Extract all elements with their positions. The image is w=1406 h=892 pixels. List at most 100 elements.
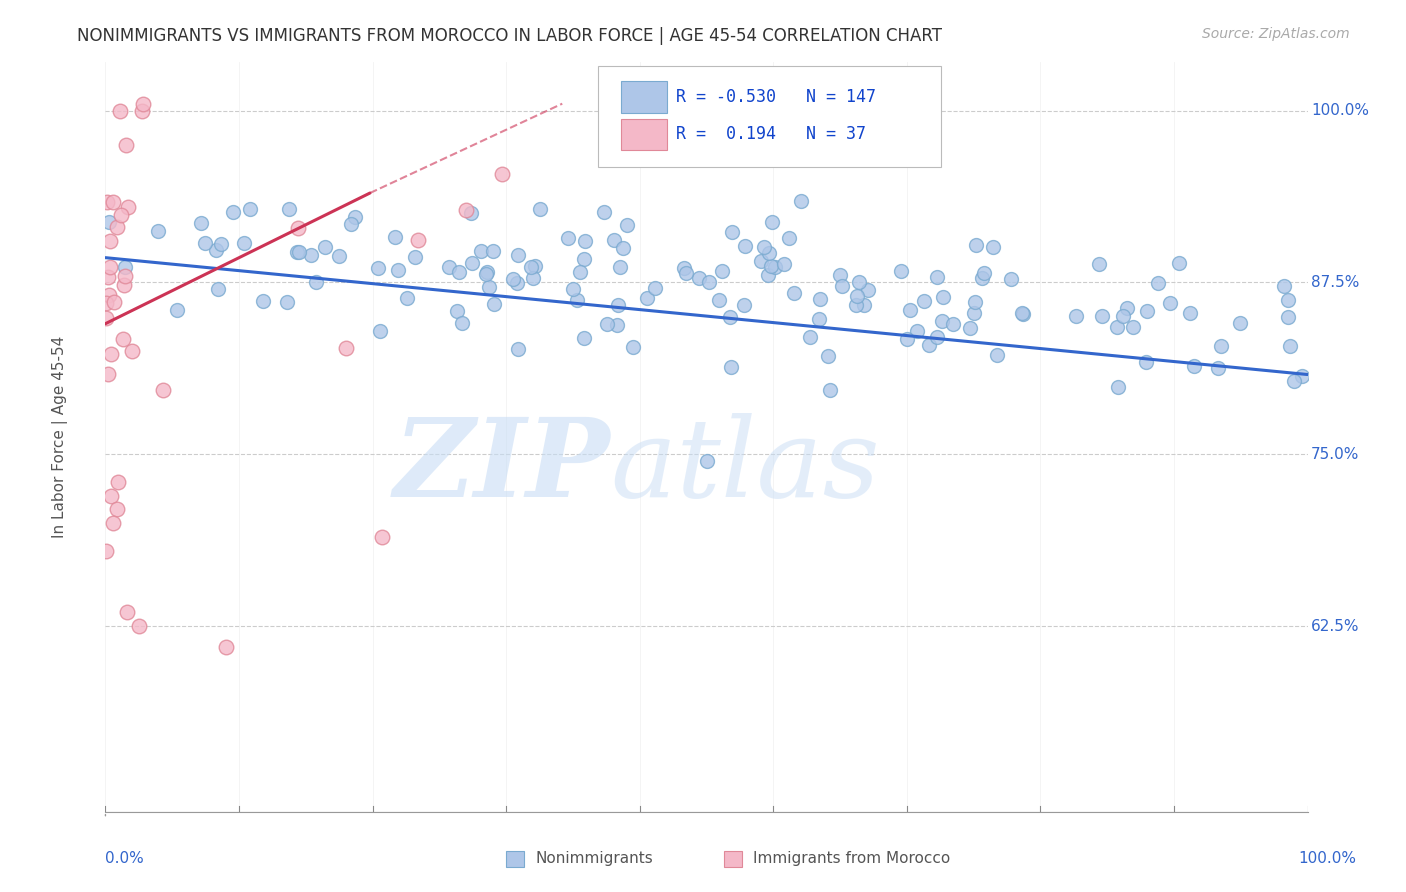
Point: [524, 259, 547, 273]
Point: [817, 349, 839, 363]
Point: [1064, 309, 1087, 323]
Point: [1107, 319, 1129, 334]
Point: [925, 330, 948, 344]
Bar: [621, 81, 666, 112]
Point: [621, 340, 644, 354]
Point: [782, 285, 804, 300]
Point: [778, 231, 800, 245]
Text: Nonimmigrants: Nonimmigrants: [536, 852, 652, 866]
Point: [981, 240, 1004, 254]
Point: [110, 209, 132, 223]
Point: [98, 260, 121, 275]
Point: [287, 220, 309, 235]
Point: [470, 244, 492, 258]
Point: [721, 226, 744, 240]
Point: [970, 270, 993, 285]
Point: [194, 235, 217, 250]
Point: [918, 338, 941, 352]
Point: [845, 289, 868, 303]
Point: [475, 267, 498, 281]
Point: [759, 260, 782, 274]
Text: 100.0%: 100.0%: [1299, 852, 1357, 866]
Point: [460, 206, 482, 220]
Point: [1107, 380, 1129, 394]
Point: [1209, 339, 1232, 353]
Point: [574, 234, 596, 248]
Text: atlas: atlas: [610, 413, 880, 521]
Point: [1206, 361, 1229, 376]
Point: [612, 241, 634, 255]
Point: [107, 475, 129, 489]
Point: [114, 260, 136, 274]
Point: [115, 606, 138, 620]
Point: [1274, 278, 1296, 293]
Point: [688, 271, 710, 285]
Point: [502, 272, 524, 286]
Point: [697, 275, 720, 289]
Point: [1279, 339, 1302, 353]
Point: [844, 297, 866, 311]
Text: 87.5%: 87.5%: [1312, 275, 1360, 290]
Point: [105, 220, 128, 235]
Point: [97, 270, 120, 285]
Point: [482, 297, 505, 311]
Point: [711, 263, 734, 277]
Point: [529, 202, 551, 216]
Point: [451, 316, 474, 330]
Point: [190, 216, 212, 230]
Point: [439, 260, 461, 275]
Point: [100, 489, 122, 503]
Point: [205, 243, 228, 257]
Point: [720, 360, 742, 375]
Point: [593, 204, 616, 219]
Point: [96, 194, 118, 209]
Point: [749, 253, 772, 268]
Point: [565, 293, 588, 308]
Point: [568, 265, 591, 279]
Point: [1112, 310, 1135, 324]
Point: [288, 245, 311, 260]
Point: [607, 298, 630, 312]
Point: [1147, 276, 1170, 290]
Point: [965, 295, 987, 310]
Point: [572, 252, 595, 266]
Point: [773, 257, 796, 271]
Point: [828, 268, 851, 282]
Point: [1291, 369, 1313, 384]
Point: [752, 240, 775, 254]
Point: [1012, 307, 1035, 321]
Point: [820, 384, 842, 398]
Point: [808, 293, 831, 307]
Point: [986, 348, 1008, 362]
Text: 0.0%: 0.0%: [105, 852, 145, 866]
Point: [675, 266, 697, 280]
Point: [446, 304, 468, 318]
Point: [965, 237, 987, 252]
Point: [110, 103, 132, 118]
Point: [340, 218, 363, 232]
Point: [146, 224, 169, 238]
Point: [305, 275, 328, 289]
Point: [1282, 374, 1305, 388]
Bar: [621, 119, 666, 150]
Point: [406, 234, 429, 248]
Point: [404, 250, 426, 264]
Point: [209, 236, 232, 251]
Point: [131, 103, 153, 118]
Point: [831, 278, 853, 293]
Point: [481, 244, 503, 258]
Point: [278, 202, 301, 216]
Point: [557, 231, 579, 245]
Point: [756, 268, 779, 282]
Point: [96, 310, 118, 325]
Point: [562, 282, 585, 296]
Point: [207, 281, 229, 295]
Point: [461, 256, 484, 270]
Point: [896, 333, 918, 347]
Point: [890, 263, 912, 277]
Point: [447, 265, 470, 279]
Point: [506, 276, 529, 290]
Point: [103, 516, 125, 530]
Point: [1136, 303, 1159, 318]
Point: [506, 248, 529, 262]
